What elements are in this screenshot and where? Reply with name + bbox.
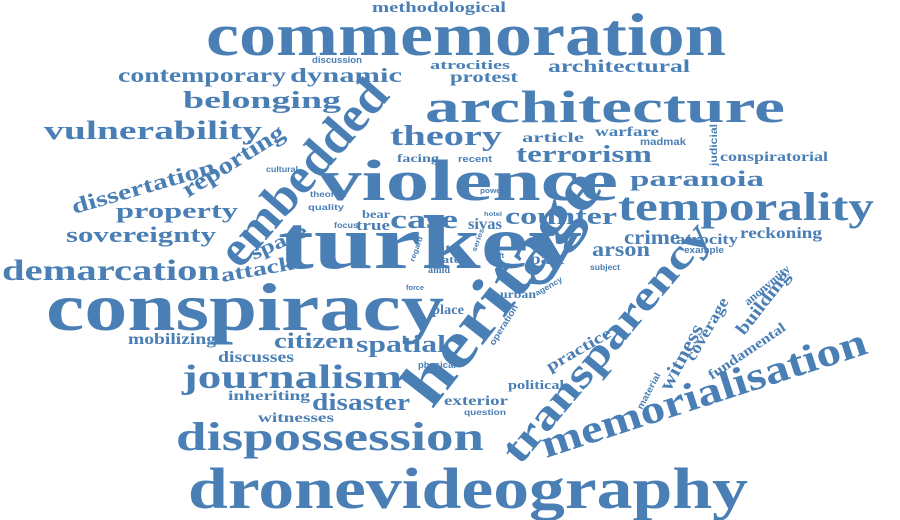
word-state: state bbox=[432, 254, 460, 266]
word-mobilizing: mobilizing bbox=[128, 331, 216, 348]
word-focus: focus bbox=[334, 221, 359, 230]
word-disaster: disaster bbox=[312, 390, 410, 416]
word-facing: facing bbox=[397, 151, 439, 165]
word-hotel: hotel bbox=[484, 212, 502, 218]
word-force: force bbox=[406, 285, 424, 292]
word-crime: crime bbox=[624, 227, 680, 249]
word-dronevideography: dronevideography bbox=[188, 456, 748, 520]
word-power: power bbox=[480, 188, 504, 195]
word-protest: protest bbox=[450, 69, 519, 86]
word-warfare: warfare bbox=[595, 125, 659, 140]
word-theorist: theorist bbox=[310, 190, 346, 199]
word-turkey: turkey bbox=[278, 201, 582, 285]
word-sovereignty: sovereignty bbox=[66, 222, 216, 247]
word-demarcation: demarcation bbox=[2, 254, 220, 287]
word-madmak: madmak bbox=[640, 137, 686, 148]
word-arson: arson bbox=[592, 239, 650, 261]
word-question: question bbox=[464, 408, 506, 417]
word-inheriting: inheriting bbox=[228, 389, 310, 404]
word-citizen: citizen bbox=[274, 328, 354, 353]
word-subject: subject bbox=[590, 263, 620, 272]
word-violence: violence bbox=[318, 148, 618, 213]
word-spatial: spatial bbox=[356, 332, 446, 358]
word-counter: counter bbox=[505, 204, 617, 230]
word-site: site bbox=[434, 241, 459, 255]
word-quality: quality bbox=[308, 203, 345, 212]
word-physical: physical bbox=[418, 360, 456, 370]
word-belonging: belonging bbox=[183, 88, 341, 114]
word-atrocity: atrocity bbox=[676, 232, 739, 248]
word-conspiratorial: conspiratorial bbox=[720, 150, 828, 165]
word-methodological: methodological bbox=[372, 0, 506, 16]
word-commemoration: commemoration bbox=[206, 2, 726, 68]
word-cultural: cultural bbox=[266, 165, 298, 174]
word-discussion: discussion bbox=[312, 55, 362, 65]
word-amid: amid bbox=[428, 265, 450, 276]
word-journalism: journalism bbox=[181, 359, 402, 396]
word-contemporary: contemporary bbox=[118, 63, 287, 87]
word-political: political bbox=[508, 377, 564, 392]
word-conspiracy: conspiracy bbox=[46, 269, 444, 345]
word-dispossession: dispossession bbox=[176, 414, 484, 459]
word-recent: recent bbox=[458, 154, 492, 164]
word-place: place bbox=[432, 303, 464, 318]
word-true: true bbox=[356, 218, 390, 234]
word-property: property bbox=[116, 198, 238, 223]
word-judicial: judicial bbox=[709, 124, 720, 167]
word-temporality: temporality bbox=[618, 184, 874, 229]
word-example: example bbox=[684, 245, 724, 255]
word-case: case bbox=[390, 205, 458, 234]
word-atrocities: atrocities bbox=[430, 57, 510, 72]
word-dynamic: dynamic bbox=[290, 65, 402, 87]
word-theory: theory bbox=[390, 121, 502, 152]
word-urban: urban bbox=[500, 287, 536, 301]
word-reckoning: reckoning bbox=[740, 225, 822, 242]
word-witnesses: witnesses bbox=[258, 411, 335, 426]
word-past: past bbox=[530, 251, 565, 268]
word-paranoia: paranoia bbox=[630, 166, 764, 191]
word-architectural: architectural bbox=[548, 56, 690, 76]
word-discusses: discusses bbox=[218, 349, 294, 366]
word-exterior: exterior bbox=[444, 394, 508, 409]
word-article: article bbox=[522, 131, 584, 146]
word-shift: shift bbox=[488, 253, 505, 260]
word-vulnerability: vulnerability bbox=[44, 116, 262, 145]
word-terrorism: terrorism bbox=[516, 142, 652, 168]
word-sivas: sivas bbox=[468, 216, 502, 233]
word-bear: bear bbox=[362, 207, 391, 221]
word-architecture: architecture bbox=[425, 81, 785, 132]
